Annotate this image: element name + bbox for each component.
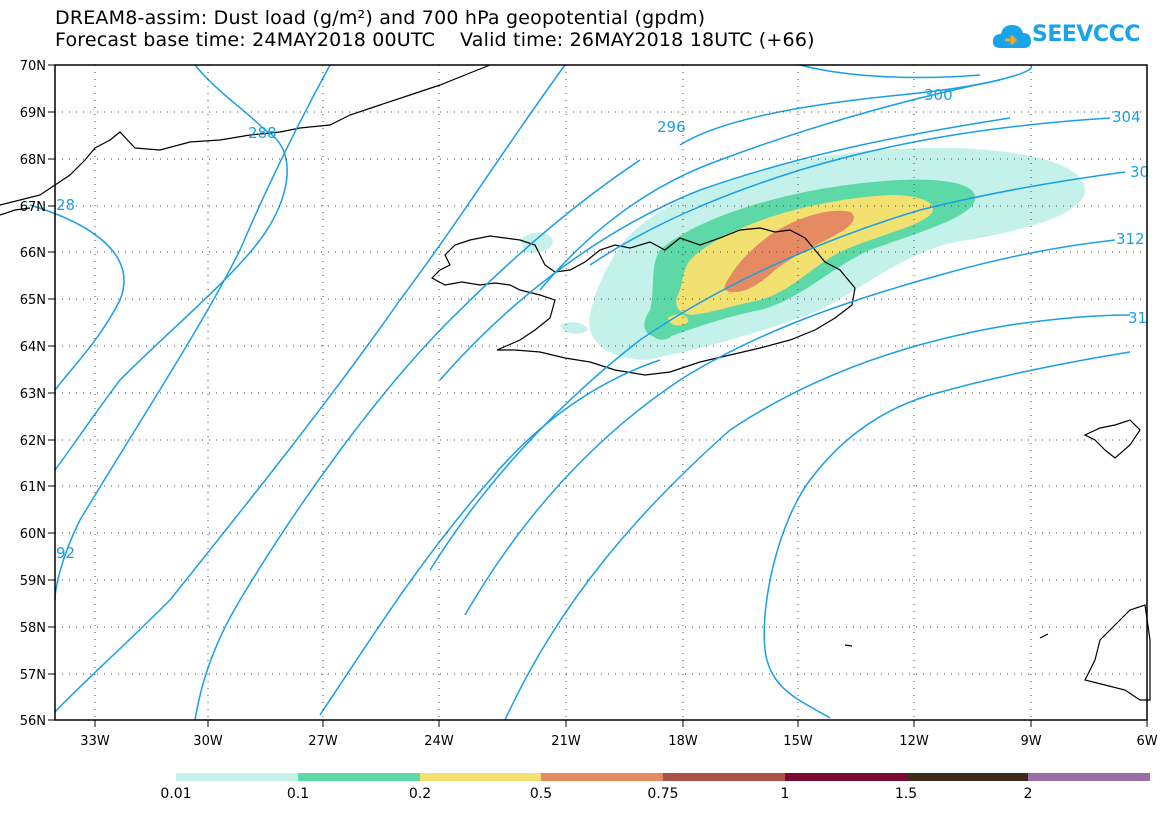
seevccc-logo: SEEVCCC [992, 18, 1142, 54]
lat-label: 66N [20, 246, 46, 261]
lat-label: 62N [20, 434, 46, 449]
color-legend [176, 773, 1150, 781]
map-title: DREAM8-assim: Dust load (g/m²) and 700 h… [55, 7, 706, 29]
legend-label: 0.5 [529, 786, 553, 802]
geopotential-contours [29, 64, 1131, 721]
lat-label: 60N [20, 527, 46, 542]
lon-label: 21W [551, 734, 581, 749]
legend-label: 1 [780, 786, 790, 802]
lat-label: 58N [20, 621, 46, 636]
lat-label: 57N [20, 668, 46, 683]
lat-label: 56N [20, 714, 46, 729]
contour-label-288: 288 [248, 124, 277, 142]
graticule [55, 65, 1147, 720]
lon-label: 6W [1136, 734, 1157, 749]
legend-label: 1.5 [894, 786, 918, 802]
lon-label: 18W [668, 734, 698, 749]
logo-text: SEEVCCC [1032, 22, 1140, 47]
contour-labels: 288 296 300 304 30 312 31 92 28 [56, 86, 1149, 562]
lon-label: 24W [424, 734, 454, 749]
legend-swatch [784, 773, 907, 781]
contour-label-312: 312 [1116, 230, 1145, 248]
lat-label: 64N [20, 340, 46, 355]
lon-label: 15W [783, 734, 813, 749]
legend-label: 0.2 [408, 786, 432, 802]
legend-label: 0.1 [286, 786, 310, 802]
legend-swatch [297, 773, 420, 781]
contour-label-296: 296 [657, 118, 686, 136]
lat-label: 59N [20, 574, 46, 589]
lon-label: 12W [899, 734, 929, 749]
forecast-time-subtitle: Forecast base time: 24MAY2018 00UTC Vali… [55, 29, 815, 51]
legend-swatch [663, 773, 785, 781]
lat-label: 70N [20, 59, 46, 74]
lon-label: 30W [193, 734, 223, 749]
contour-label-300: 300 [924, 86, 953, 104]
legend-swatch [419, 773, 542, 781]
lat-label: 68N [20, 153, 46, 168]
tick-marks [48, 64, 1148, 727]
dust-load-shading [520, 147, 1085, 360]
lat-label: 67N [20, 200, 46, 215]
lon-label: 27W [308, 734, 338, 749]
legend-swatch [541, 773, 663, 781]
legend-swatch [1028, 773, 1150, 781]
cloud-icon [992, 25, 1031, 48]
lat-label: 63N [20, 387, 46, 402]
lat-label: 65N [20, 293, 46, 308]
legend-swatch [906, 773, 1029, 781]
longitude-labels: 33W 30W 27W 24W 21W 18W 15W 12W 9W 6W [80, 734, 1157, 749]
latitude-labels: 70N 69N 68N 67N 66N 65N 64N 63N 62N 61N … [20, 59, 46, 729]
legend-label: 0.75 [647, 786, 679, 802]
legend-label: 2 [1023, 786, 1033, 802]
lat-label: 61N [20, 480, 46, 495]
lat-label: 69N [20, 106, 46, 121]
contour-label-304: 304 [1112, 108, 1141, 126]
contour-label-92: 92 [56, 544, 75, 562]
legend-label: 0.01 [160, 786, 192, 802]
lon-label: 33W [80, 734, 110, 749]
contour-label-31x: 31 [1128, 309, 1147, 327]
lon-label: 9W [1020, 734, 1041, 749]
legend-swatch [176, 773, 298, 781]
contour-label-28x: 28 [56, 196, 75, 214]
contour-label-30x: 30 [1130, 163, 1149, 181]
